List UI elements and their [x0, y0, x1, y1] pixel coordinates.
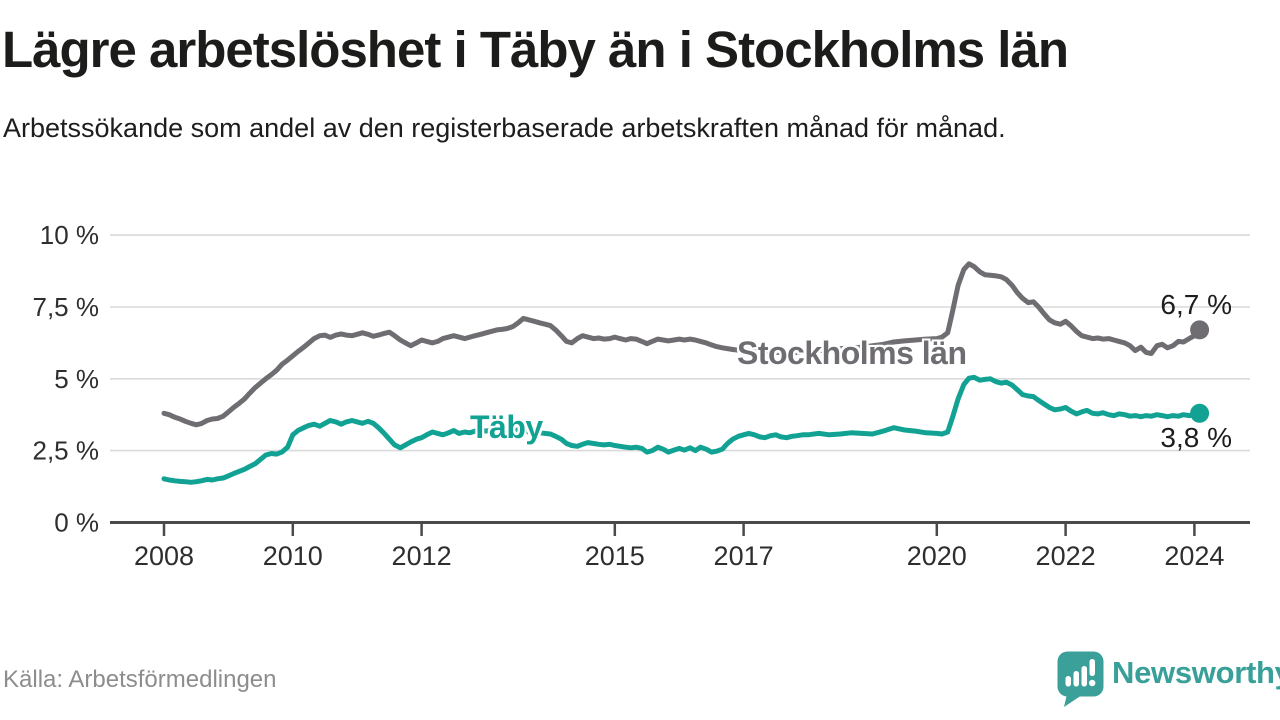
x-tick-label: 2017 [714, 541, 774, 571]
x-tick-label: 2022 [1036, 541, 1096, 571]
speech-bubble-bar-chart-icon [1057, 651, 1104, 707]
end-value-label-stockholms-lan: 6,7 % [1160, 289, 1232, 320]
y-tick-label: 0 % [54, 508, 99, 538]
y-tick-label: 2,5 % [33, 436, 100, 466]
newsworthy-wordmark: Newsworthy [1112, 655, 1280, 690]
y-tick-label: 5 % [54, 364, 99, 394]
source-note: Källa: Arbetsförmedlingen [3, 666, 277, 693]
x-tick-label: 2020 [907, 541, 967, 571]
x-tick-label: 2010 [263, 541, 323, 571]
newsworthy-logo: Newsworthy [1056, 650, 1280, 708]
series-label-stockholms-lan: Stockholms län [737, 335, 967, 371]
line-stockholms-lan [161, 261, 1203, 428]
x-tick-label: 2012 [392, 541, 452, 571]
x-tick-label: 2008 [134, 541, 194, 571]
x-tick-label: 2024 [1164, 541, 1224, 571]
y-axis-labels: 0 % 2,5 % 5 % 7,5 % 10 % [33, 220, 100, 537]
end-dot-stockholms-lan [1190, 320, 1210, 340]
chart-title: Lägre arbetslöshet i Täby än i Stockholm… [2, 21, 1069, 78]
y-tick-label: 10 % [40, 220, 99, 250]
x-axis: 2008 2010 2012 2015 2017 2020 2022 2024 [110, 521, 1250, 571]
end-dot-taby [1190, 403, 1210, 423]
gridlines [110, 234, 1250, 452]
series-label-taby: Täby [470, 409, 543, 445]
chart-subtitle: Arbetssökande som andel av den registerb… [3, 113, 1006, 143]
y-tick-label: 7,5 % [33, 292, 100, 322]
end-value-label-taby: 3,8 % [1160, 422, 1232, 453]
line-taby [161, 374, 1203, 485]
x-tick-label: 2015 [585, 541, 645, 571]
